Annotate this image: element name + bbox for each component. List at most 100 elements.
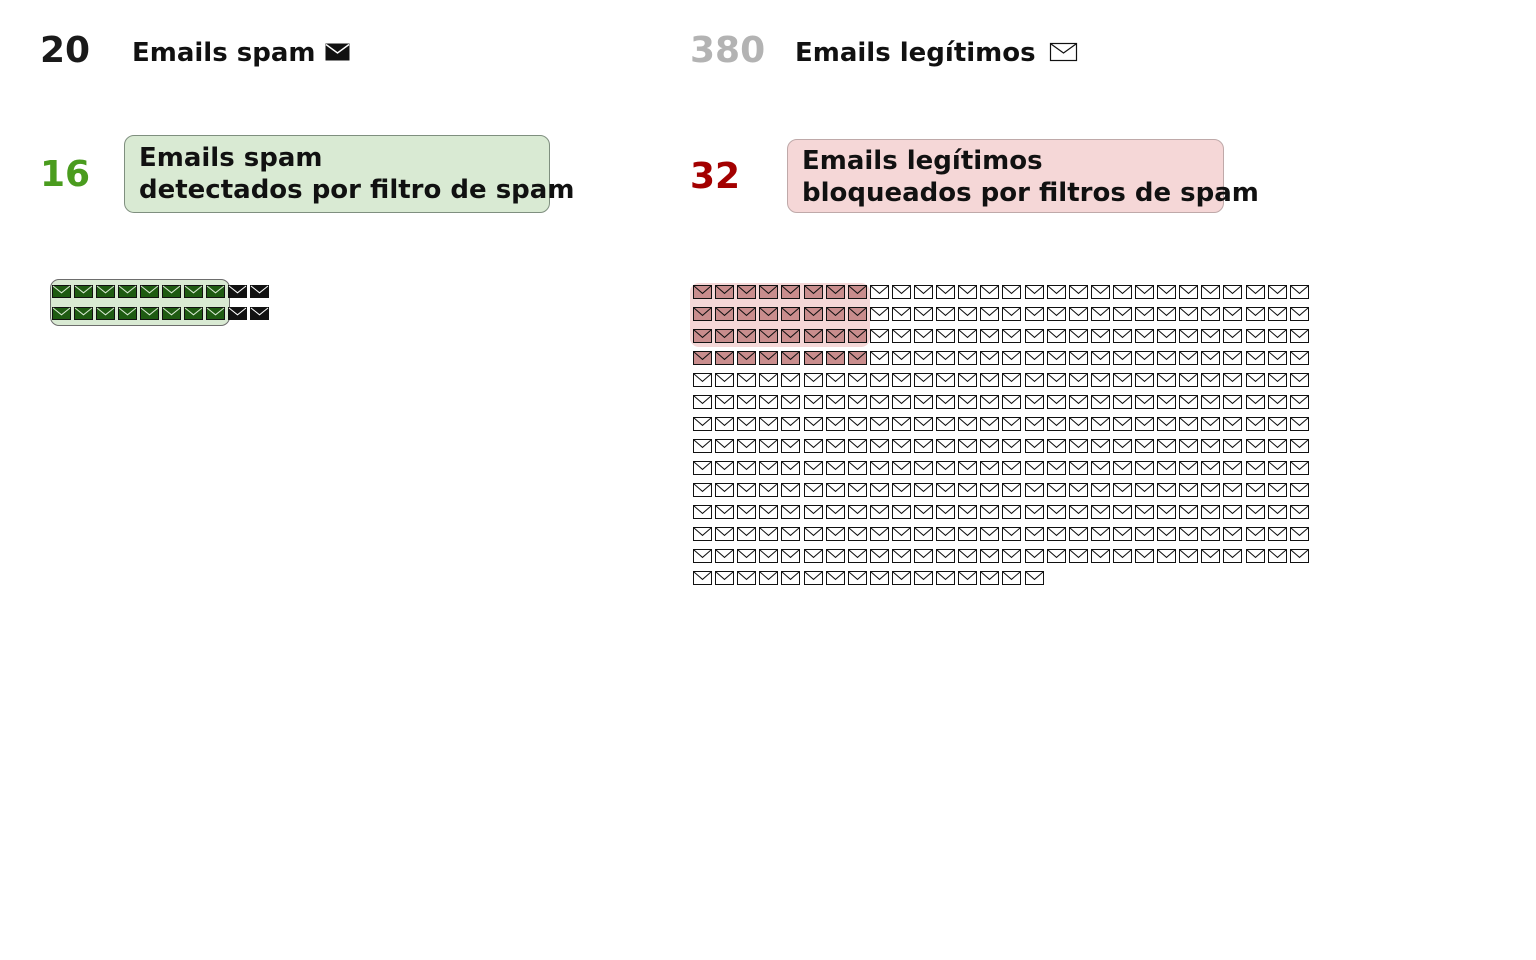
legit-envelope xyxy=(1046,373,1066,387)
legit-envelope xyxy=(693,549,712,563)
legit-envelope xyxy=(1090,505,1110,519)
legit-envelope xyxy=(825,549,845,563)
legit-envelope xyxy=(1068,307,1088,321)
legit-envelope xyxy=(847,395,867,409)
legit-envelope xyxy=(1024,351,1044,365)
legit-envelope xyxy=(693,461,712,475)
legit-envelope xyxy=(869,461,889,475)
legit-envelope xyxy=(1135,329,1154,343)
legit-envelope xyxy=(737,571,757,585)
legit-envelope xyxy=(936,505,956,519)
legit-envelope xyxy=(1289,329,1309,343)
legit-envelope xyxy=(715,527,735,541)
legit-envelope xyxy=(737,461,757,475)
legit-envelope xyxy=(693,439,712,453)
legit-envelope xyxy=(1046,417,1066,431)
legit-envelope xyxy=(693,483,712,497)
legit-envelope xyxy=(759,439,779,453)
legit-blocked-envelope xyxy=(781,329,801,343)
legit-envelope xyxy=(869,351,889,365)
legit-total-label: Emails legítimos xyxy=(795,38,1036,68)
legit-envelope xyxy=(1068,417,1088,431)
legit-envelope xyxy=(869,373,889,387)
legit-envelope xyxy=(1024,395,1044,409)
legit-envelope xyxy=(1245,461,1265,475)
legit-envelope xyxy=(1267,395,1287,409)
legit-blocked-envelope xyxy=(737,307,757,321)
legit-envelope xyxy=(1201,373,1221,387)
legit-envelope xyxy=(1179,395,1199,409)
legit-envelope xyxy=(1090,439,1110,453)
legit-envelope xyxy=(847,527,867,541)
spam-detected-envelope xyxy=(52,285,71,298)
spam-detected-label-box: Emails spam detectados por filtro de spa… xyxy=(124,135,574,213)
legit-envelope xyxy=(1002,549,1022,563)
spam-detected-envelope xyxy=(206,285,225,298)
legit-envelope xyxy=(1090,395,1110,409)
legit-envelope xyxy=(803,483,823,497)
legit-envelope xyxy=(1002,461,1022,475)
legit-envelope xyxy=(715,373,735,387)
legit-blocked-envelope xyxy=(803,329,823,343)
legit-envelope xyxy=(693,417,712,431)
legit-envelope xyxy=(1289,351,1309,365)
legit-blocked-envelope xyxy=(825,307,845,321)
legit-envelope xyxy=(1112,417,1132,431)
legit-envelope xyxy=(1289,549,1309,563)
legit-blocked-envelope xyxy=(759,307,779,321)
legit-envelope xyxy=(980,351,1000,365)
legit-envelope xyxy=(936,439,956,453)
spam-detected-envelope xyxy=(118,307,137,320)
spam-detected-envelope xyxy=(140,285,159,298)
legit-blocked-envelope xyxy=(693,285,712,299)
legit-envelope xyxy=(980,461,1000,475)
legit-envelope xyxy=(1245,417,1265,431)
legit-envelope xyxy=(980,395,1000,409)
legit-envelope xyxy=(759,527,779,541)
legit-envelope xyxy=(1289,373,1309,387)
spam-detected-envelope xyxy=(96,307,115,320)
legit-envelope xyxy=(803,373,823,387)
legit-envelope xyxy=(1201,461,1221,475)
legit-envelope xyxy=(980,329,1000,343)
legit-envelope xyxy=(1223,549,1243,563)
legit-envelope xyxy=(1090,373,1110,387)
legit-envelope xyxy=(1201,329,1221,343)
legit-envelope xyxy=(914,483,933,497)
legit-blocked-envelope xyxy=(825,329,845,343)
legit-envelope xyxy=(891,571,911,585)
spam-detected-envelope xyxy=(52,307,71,320)
legit-envelope xyxy=(781,571,801,585)
legit-envelope xyxy=(1223,417,1243,431)
legit-envelope xyxy=(891,461,911,475)
legit-envelope xyxy=(958,461,978,475)
legit-envelope xyxy=(1223,439,1243,453)
legit-envelope xyxy=(1289,439,1309,453)
legit-blocked-envelope xyxy=(803,351,823,365)
legit-envelope xyxy=(693,571,712,585)
legit-envelope xyxy=(1090,417,1110,431)
legit-envelope xyxy=(759,483,779,497)
legit-envelope xyxy=(1024,329,1044,343)
legit-envelope xyxy=(936,527,956,541)
legit-envelope xyxy=(1112,549,1132,563)
envelope-filled-icon xyxy=(325,43,350,61)
legit-blocked-envelope xyxy=(847,351,867,365)
legit-envelope xyxy=(715,483,735,497)
legit-envelope xyxy=(1112,373,1132,387)
legit-envelope xyxy=(1267,307,1287,321)
legit-envelope xyxy=(1024,483,1044,497)
legit-envelope xyxy=(1245,285,1265,299)
legit-envelope xyxy=(914,329,933,343)
spam-detected-envelope xyxy=(96,285,115,298)
legit-envelope xyxy=(1090,461,1110,475)
spam-detected-envelope xyxy=(74,285,93,298)
legit-envelope xyxy=(1289,307,1309,321)
legit-blocked-label-box: Emails legítimos bloqueados por filtros … xyxy=(787,139,1259,213)
legit-envelope xyxy=(891,417,911,431)
legit-envelope xyxy=(1267,549,1287,563)
legit-envelope xyxy=(1135,285,1154,299)
spam-total-label: Emails spam xyxy=(132,38,316,68)
legit-envelope xyxy=(1223,483,1243,497)
legit-envelope xyxy=(1068,351,1088,365)
